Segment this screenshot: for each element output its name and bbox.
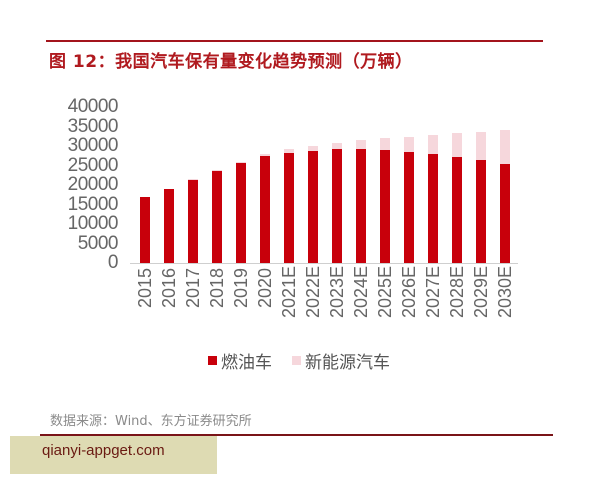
bar-segment-nev — [428, 135, 438, 155]
x-tick-label: 2027E — [423, 265, 443, 318]
bar-segment-ice — [164, 188, 174, 263]
bar-segment-nev — [476, 131, 486, 161]
bar-2018 — [212, 169, 222, 263]
bar-segment-nev — [212, 169, 222, 171]
bar-segment-nev — [380, 138, 390, 150]
legend-label-nev: 新能源汽车 — [305, 353, 390, 373]
bar-segment-ice — [380, 149, 390, 263]
y-tick-label: 0 — [107, 252, 119, 273]
bar-segment-nev — [284, 149, 294, 153]
bar-2016 — [164, 188, 174, 263]
x-tick-label: 2021E — [279, 265, 299, 318]
watermark-text: qianyi-appget.com — [42, 442, 165, 459]
y-tick-label: 30000 — [67, 135, 119, 156]
bar-2030E — [500, 130, 510, 263]
x-tick-label: 2030E — [495, 265, 515, 318]
y-tick-label: 15000 — [67, 193, 119, 215]
y-tick-label: 35000 — [67, 115, 119, 137]
bar-segment-ice — [212, 170, 222, 263]
source-note: 数据来源：Wind、东方证券研究所 — [50, 414, 252, 429]
bar-segment-ice — [188, 179, 198, 263]
x-tick-label: 2019 — [231, 268, 251, 309]
x-tick-label: 2017 — [183, 268, 203, 309]
bar-2020 — [260, 154, 270, 263]
figure-title: 图 12：我国汽车保有量变化趋势预测（万辆） — [49, 52, 413, 72]
bar-2022E — [308, 146, 318, 263]
x-tick-label: 2022E — [303, 265, 323, 318]
bar-segment-ice — [332, 149, 342, 263]
bar-segment-ice — [140, 197, 150, 263]
legend-swatch-nev — [292, 356, 301, 365]
y-tick-label: 40000 — [67, 96, 119, 117]
bar-2021E — [284, 149, 294, 263]
legend-label-ice: 燃油车 — [221, 353, 272, 373]
bar-2019 — [236, 161, 246, 263]
chart-area: 40000 35000 30000 25000 20000 15000 10000 5000 0… — [67, 96, 518, 318]
bar-segment-ice — [428, 154, 438, 263]
bar-2029E — [476, 131, 486, 263]
x-tick-label: 2029E — [471, 265, 491, 318]
bar-segment-nev — [260, 154, 270, 157]
bar-segment-ice — [452, 156, 462, 263]
x-tick-label: 2020 — [255, 268, 275, 309]
bar-segment-ice — [356, 149, 366, 263]
bar-segment-nev — [404, 137, 414, 152]
y-tick-label: 5000 — [77, 232, 119, 254]
legend: 燃油车 新能源汽车 — [208, 348, 410, 373]
bar-segment-ice — [476, 160, 486, 263]
x-tick-label: 2025E — [375, 265, 395, 318]
bar-segment-nev — [500, 130, 510, 164]
x-tick-label: 2015 — [135, 268, 155, 309]
legend-item-ice: 燃油车 — [208, 348, 272, 373]
bar-segment-nev — [332, 142, 342, 150]
bar-2025E — [380, 138, 390, 263]
bar-2026E — [404, 137, 414, 263]
bar-segment-nev — [356, 140, 366, 150]
legend-swatch-ice — [208, 356, 217, 365]
x-tick-label: 2026E — [399, 265, 419, 318]
bar-segment-ice — [284, 153, 294, 263]
y-tick-label: 25000 — [67, 154, 119, 176]
legend-item-nev: 新能源汽车 — [292, 348, 390, 373]
bar-2015 — [140, 196, 150, 263]
bar-segment-nev — [236, 161, 246, 164]
y-tick-label: 20000 — [67, 174, 119, 195]
top-rule — [46, 40, 543, 42]
bar-segment-ice — [260, 156, 270, 263]
x-tick-label: 2016 — [159, 268, 179, 309]
bar-segment-ice — [404, 151, 414, 263]
x-tick-label: 2023E — [327, 265, 347, 318]
bar-segment-nev — [452, 133, 462, 157]
x-axis-baseline — [130, 263, 518, 264]
bar-segment-ice — [500, 163, 510, 263]
x-tick-label: 2028E — [447, 265, 467, 318]
bar-2024E — [356, 140, 366, 263]
x-tick-label: 2024E — [351, 265, 371, 318]
bar-2017 — [188, 179, 198, 263]
bar-2028E — [452, 133, 462, 263]
bar-2027E — [428, 135, 438, 263]
bottom-rule — [40, 434, 553, 436]
bar-2023E — [332, 142, 342, 263]
watermark-box — [10, 436, 217, 474]
bar-segment-nev — [188, 179, 198, 180]
y-tick-label: 10000 — [67, 213, 119, 234]
bar-segment-nev — [308, 146, 318, 152]
bar-segment-ice — [236, 163, 246, 263]
x-tick-label: 2018 — [207, 268, 227, 309]
bar-segment-ice — [308, 151, 318, 263]
